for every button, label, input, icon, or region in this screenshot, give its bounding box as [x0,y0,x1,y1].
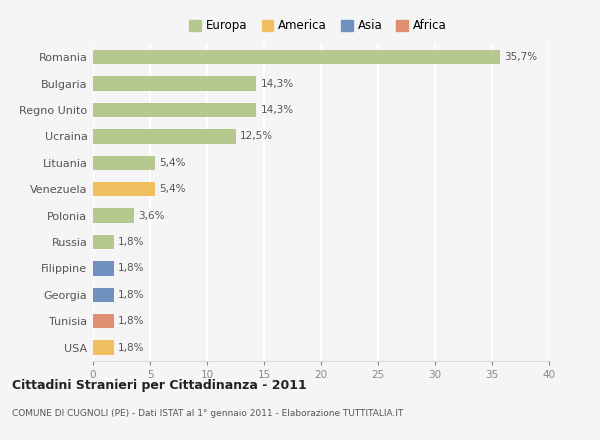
Text: 1,8%: 1,8% [118,343,145,352]
Text: 1,8%: 1,8% [118,290,145,300]
Text: 35,7%: 35,7% [505,52,538,62]
Bar [93,314,113,328]
Text: COMUNE DI CUGNOLI (PE) - Dati ISTAT al 1° gennaio 2011 - Elaborazione TUTTITALIA: COMUNE DI CUGNOLI (PE) - Dati ISTAT al 1… [12,409,403,418]
Legend: Europa, America, Asia, Africa: Europa, America, Asia, Africa [185,15,451,37]
Bar [93,50,500,65]
Text: 1,8%: 1,8% [118,264,145,273]
Bar [93,103,256,117]
Text: 14,3%: 14,3% [260,105,294,115]
Bar [93,261,113,275]
Bar [93,288,113,302]
Bar [93,209,134,223]
Bar [93,129,235,144]
Text: 3,6%: 3,6% [139,211,165,220]
Bar [93,341,113,355]
Text: 14,3%: 14,3% [260,79,294,88]
Bar [93,77,256,91]
Text: 12,5%: 12,5% [240,132,273,141]
Text: Cittadini Stranieri per Cittadinanza - 2011: Cittadini Stranieri per Cittadinanza - 2… [12,379,307,392]
Bar [93,182,155,196]
Text: 5,4%: 5,4% [159,184,185,194]
Text: 1,8%: 1,8% [118,237,145,247]
Bar [93,156,155,170]
Text: 1,8%: 1,8% [118,316,145,326]
Text: 5,4%: 5,4% [159,158,185,168]
Bar [93,235,113,249]
